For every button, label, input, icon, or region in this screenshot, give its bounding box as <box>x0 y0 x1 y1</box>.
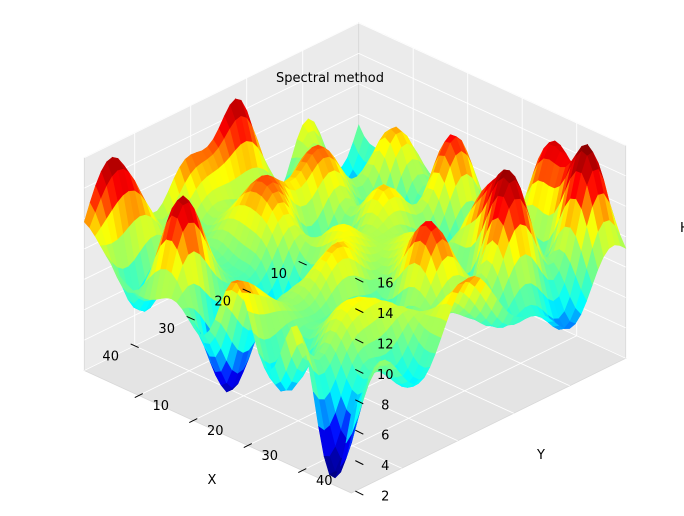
z-tick-mark <box>355 368 364 374</box>
axis-ticks: 10 20 30 40 10 20 30 40 2 4 6 8 10 12 14 16 <box>102 261 394 505</box>
z-tick-mark <box>355 338 364 344</box>
z-tick-mark <box>355 429 364 435</box>
grid-line-x <box>134 345 402 469</box>
surface <box>83 98 627 479</box>
z-tick-label: 2 <box>381 490 389 505</box>
x-tick-mark <box>130 343 139 349</box>
x-tick-label: 40 <box>102 349 119 364</box>
z-axis-label: H <box>680 221 684 236</box>
y-tick-mark <box>134 393 143 398</box>
z-tick-label: 12 <box>377 338 394 353</box>
grid-line-z <box>358 22 626 146</box>
x-axis-label: X <box>208 473 217 488</box>
z-tick-mark <box>355 460 364 466</box>
x-tick-label: 20 <box>214 294 231 309</box>
y-tick-label: 30 <box>262 449 279 464</box>
z-tick-label: 14 <box>377 307 394 322</box>
z-tick-mark <box>355 308 364 314</box>
z-tick-mark <box>355 399 364 405</box>
y-tick-label: 20 <box>207 424 224 439</box>
x-tick-mark <box>186 316 195 321</box>
chart-title: Spectral method <box>276 71 384 86</box>
x-tick-label: 10 <box>270 267 287 282</box>
surface-facet <box>345 404 358 444</box>
z-tick-label: 8 <box>381 398 389 413</box>
y-tick-mark <box>189 418 198 423</box>
y-axis-label: Y <box>536 448 545 463</box>
y-tick-mark <box>243 443 252 448</box>
y-tick-mark <box>298 468 307 473</box>
x-tick-mark <box>298 261 307 266</box>
x-tick-mark <box>242 288 251 294</box>
grid-line-y <box>247 310 523 446</box>
z-tick-label: 10 <box>377 368 394 383</box>
y-tick-label: 40 <box>316 474 333 489</box>
z-tick-label: 4 <box>381 459 389 474</box>
z-tick-mark <box>355 490 364 496</box>
z-tick-label: 6 <box>381 429 389 444</box>
grid-line-z <box>84 52 359 189</box>
z-tick-label: 16 <box>377 277 394 292</box>
grid-line-z <box>84 22 359 159</box>
z-tick-mark <box>355 277 364 283</box>
x-tick-label: 30 <box>158 322 175 337</box>
y-tick-label: 10 <box>153 399 170 414</box>
